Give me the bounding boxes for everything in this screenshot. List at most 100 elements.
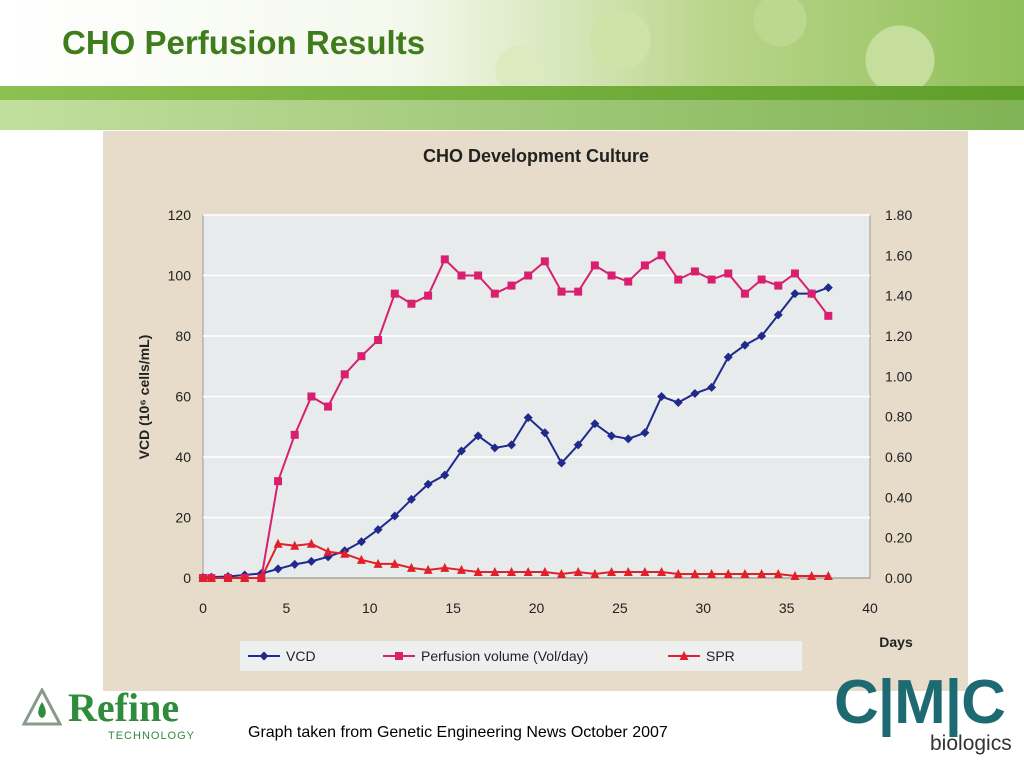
legend-box bbox=[240, 641, 802, 671]
data-point-perfusion-volume-vol-day bbox=[524, 271, 533, 280]
y-tick-label: 120 bbox=[168, 207, 192, 223]
data-point-vcd bbox=[490, 443, 500, 453]
header-stripe bbox=[0, 86, 1024, 100]
x-axis-label: Days bbox=[879, 634, 913, 650]
data-point-perfusion-volume-vol-day bbox=[757, 275, 766, 284]
data-point-vcd bbox=[440, 470, 450, 480]
data-point-vcd bbox=[273, 564, 283, 574]
x-tick-label: 30 bbox=[695, 600, 711, 616]
y2-tick-label: 1.80 bbox=[885, 207, 912, 223]
data-point-spr bbox=[623, 566, 633, 576]
data-point-perfusion-volume-vol-day bbox=[274, 477, 283, 486]
data-point-spr bbox=[657, 566, 667, 576]
y-tick-label: 100 bbox=[168, 268, 192, 284]
data-point-perfusion-volume-vol-day bbox=[740, 289, 749, 298]
header-banner bbox=[0, 0, 1024, 86]
data-point-spr bbox=[390, 558, 400, 568]
data-point-perfusion-volume-vol-day bbox=[590, 261, 599, 270]
data-point-spr bbox=[206, 573, 216, 582]
data-point-spr bbox=[640, 566, 650, 576]
data-point-vcd bbox=[623, 434, 633, 444]
data-point-perfusion-volume-vol-day bbox=[707, 275, 716, 284]
droplet-triangle-icon bbox=[22, 688, 62, 726]
data-point-vcd bbox=[473, 431, 483, 441]
data-point-spr bbox=[490, 566, 500, 576]
data-point-spr bbox=[590, 568, 600, 578]
x-tick-label: 0 bbox=[199, 600, 207, 616]
x-tick-label: 35 bbox=[779, 600, 795, 616]
data-point-perfusion-volume-vol-day bbox=[624, 277, 633, 286]
data-point-vcd bbox=[690, 388, 700, 398]
data-point-spr bbox=[340, 548, 350, 558]
data-point-vcd bbox=[773, 310, 783, 320]
y-tick-label: 0 bbox=[183, 570, 191, 586]
data-point-spr bbox=[423, 564, 433, 574]
y2-tick-label: 0.80 bbox=[885, 409, 912, 425]
data-point-spr bbox=[456, 564, 466, 574]
data-point-spr bbox=[198, 573, 208, 582]
x-tick-label: 40 bbox=[862, 600, 878, 616]
data-point-vcd bbox=[640, 428, 650, 438]
data-point-perfusion-volume-vol-day bbox=[790, 269, 799, 278]
y2-tick-label: 0.40 bbox=[885, 489, 912, 505]
legend-marker-spr bbox=[679, 651, 689, 660]
data-point-spr bbox=[557, 568, 567, 578]
data-point-spr bbox=[523, 566, 533, 576]
chart: 0204060801001200.000.200.400.600.801.001… bbox=[136, 146, 913, 671]
data-point-spr bbox=[440, 562, 450, 572]
refine-logo: Refine TECHNOLOGY bbox=[22, 686, 212, 746]
refine-logo-subtitle: TECHNOLOGY bbox=[108, 730, 196, 742]
data-point-perfusion-volume-vol-day bbox=[457, 271, 466, 280]
y2-tick-label: 0.20 bbox=[885, 530, 912, 546]
data-point-vcd bbox=[557, 458, 567, 468]
data-point-perfusion-volume-vol-day bbox=[774, 281, 783, 290]
y-tick-label: 40 bbox=[175, 449, 191, 465]
data-point-vcd bbox=[673, 398, 683, 408]
data-point-vcd bbox=[790, 289, 800, 299]
data-point-spr bbox=[506, 566, 516, 576]
data-point-spr bbox=[306, 538, 316, 548]
data-point-spr bbox=[723, 568, 733, 578]
data-point-perfusion-volume-vol-day bbox=[357, 352, 366, 361]
data-point-perfusion-volume-vol-day bbox=[307, 392, 316, 401]
data-point-spr bbox=[406, 562, 416, 572]
source-caption: Graph taken from Genetic Engineering New… bbox=[248, 724, 668, 741]
y2-tick-label: 0.00 bbox=[885, 570, 912, 586]
data-point-perfusion-volume-vol-day bbox=[490, 289, 499, 298]
x-tick-label: 20 bbox=[529, 600, 545, 616]
data-point-spr bbox=[356, 554, 366, 564]
data-point-vcd bbox=[707, 382, 717, 392]
data-point-vcd bbox=[523, 413, 533, 423]
cmc-logo-subtitle: biologics bbox=[930, 732, 1012, 755]
cmc-logo: C|M|C biologics bbox=[834, 670, 1014, 762]
data-point-spr bbox=[223, 573, 233, 582]
data-point-spr bbox=[707, 568, 717, 578]
data-point-vcd bbox=[306, 556, 316, 566]
data-point-perfusion-volume-vol-day bbox=[690, 267, 699, 276]
y2-tick-label: 1.00 bbox=[885, 368, 912, 384]
data-point-perfusion-volume-vol-day bbox=[390, 289, 399, 298]
data-point-vcd bbox=[406, 494, 416, 504]
y2-tick-label: 1.40 bbox=[885, 288, 912, 304]
data-point-spr bbox=[807, 570, 817, 580]
y-axis-label: VCD (10⁶ cells/mL) bbox=[136, 335, 152, 460]
data-point-perfusion-volume-vol-day bbox=[724, 269, 733, 278]
data-point-vcd bbox=[723, 352, 733, 362]
data-point-perfusion-volume-vol-day bbox=[540, 257, 549, 266]
data-point-perfusion-volume-vol-day bbox=[824, 311, 833, 320]
x-tick-label: 10 bbox=[362, 600, 378, 616]
data-point-vcd bbox=[356, 537, 366, 547]
data-point-spr bbox=[240, 573, 250, 582]
data-point-spr bbox=[673, 568, 683, 578]
data-point-vcd bbox=[456, 446, 466, 456]
data-point-perfusion-volume-vol-day bbox=[607, 271, 616, 280]
data-point-vcd bbox=[373, 525, 383, 535]
data-point-spr bbox=[373, 558, 383, 568]
data-point-spr bbox=[690, 568, 700, 578]
chart-title: CHO Development Culture bbox=[423, 146, 649, 166]
chart-panel: 0 20 40 60 80 100 120 0.00 0.20 0.40 0.60 0.80 1.00 1… bbox=[103, 131, 968, 691]
data-point-vcd bbox=[757, 331, 767, 341]
data-point-perfusion-volume-vol-day bbox=[424, 291, 433, 300]
data-point-vcd bbox=[506, 440, 516, 450]
legend-marker-perfusion-volume-vol-day bbox=[395, 652, 403, 660]
